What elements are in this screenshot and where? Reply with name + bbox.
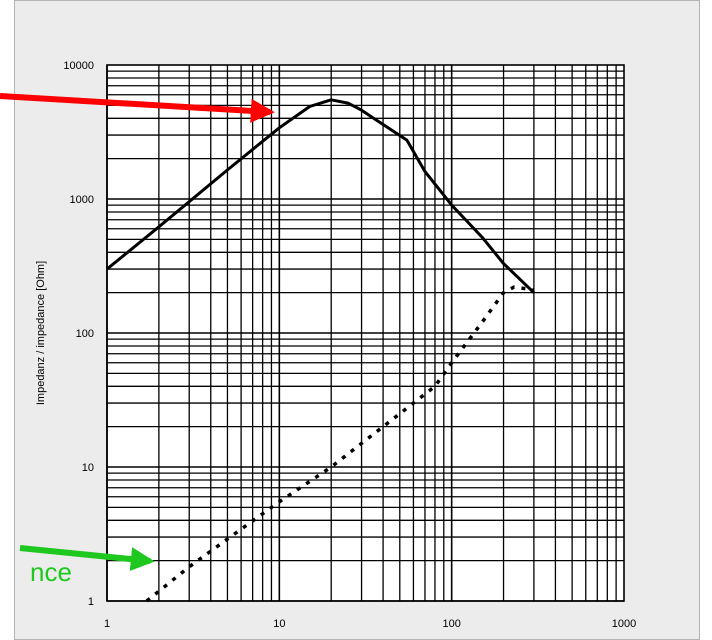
x-tick-label: 100	[442, 618, 460, 630]
y-tick-label: 10	[82, 462, 94, 474]
y-tick-label: 1	[88, 596, 94, 608]
tick-labels: 1 10 100 1000 1 10 100 1000 10000	[63, 60, 636, 630]
x-tick-label: 1000	[612, 618, 636, 630]
x-tick-label: 1	[104, 618, 110, 630]
plot-border	[106, 64, 625, 602]
y-tick-label: 1000	[70, 194, 94, 206]
y-tick-label: 10000	[63, 60, 94, 72]
y-axis-label: Impedanz / impedance [Ohm]	[35, 261, 47, 405]
x-tick-label: 10	[273, 618, 285, 630]
grid	[106, 64, 625, 602]
red-arrow	[0, 93, 275, 123]
callout-text: nce	[30, 557, 72, 587]
y-tick-label: 100	[76, 328, 94, 340]
series	[106, 98, 535, 603]
solid-series-line	[106, 98, 535, 294]
green-arrow	[19, 545, 155, 572]
